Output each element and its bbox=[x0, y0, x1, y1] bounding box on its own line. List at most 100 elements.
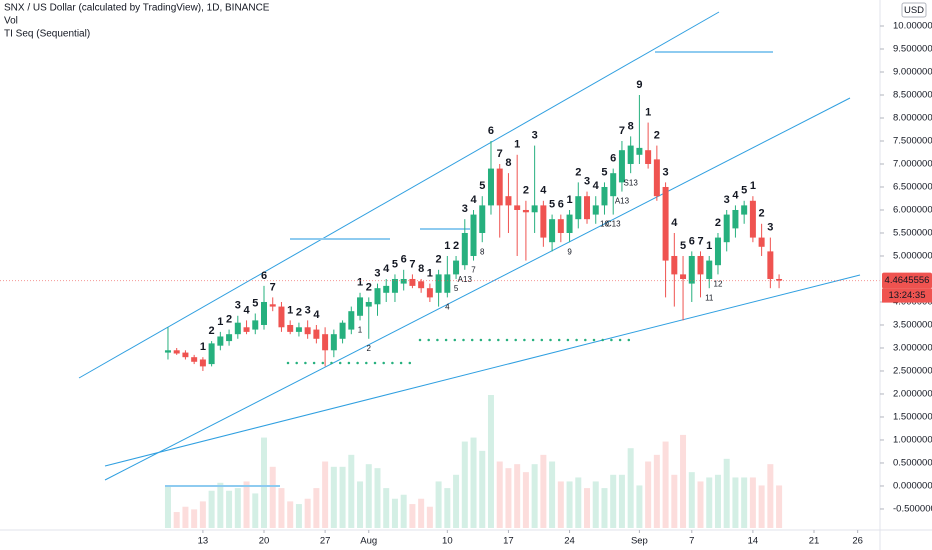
volume-bar bbox=[295, 504, 302, 528]
volume-bar bbox=[391, 498, 398, 528]
y-tick-label: 2.5000000 bbox=[893, 365, 932, 376]
td-up-count: 4 bbox=[243, 304, 250, 316]
volume-bar bbox=[383, 488, 390, 528]
y-tick-label: 3.5000000 bbox=[893, 319, 932, 330]
candle-body bbox=[199, 359, 206, 367]
volume-bar bbox=[723, 458, 730, 528]
td-countdown: 1 bbox=[358, 325, 363, 334]
y-tick-label: 0.5000000 bbox=[893, 457, 932, 468]
chart-title: SNX / US Dollar (calculated by TradingVi… bbox=[4, 3, 270, 14]
td-up-count: 7 bbox=[497, 148, 503, 160]
volume-bar bbox=[173, 512, 180, 528]
volume-bar bbox=[199, 501, 206, 528]
candle-body bbox=[357, 297, 364, 316]
x-tick-label: 7 bbox=[689, 536, 694, 547]
td-down-count: 1 bbox=[200, 341, 206, 353]
td-up-count: 1 bbox=[706, 240, 712, 252]
candle-body bbox=[479, 205, 486, 233]
volume-bar bbox=[164, 485, 171, 528]
volume-bar bbox=[470, 437, 477, 528]
td-up-count: 5 bbox=[601, 166, 607, 178]
candle-body bbox=[723, 214, 730, 243]
td-countdown: C13 bbox=[606, 220, 621, 229]
countdown-label: 13:24:35 bbox=[889, 290, 926, 301]
currency-box[interactable] bbox=[901, 2, 927, 18]
volume-bar bbox=[680, 434, 687, 528]
candle-body bbox=[531, 205, 538, 213]
td-up-count: 3 bbox=[724, 194, 730, 206]
candle-body bbox=[767, 251, 774, 279]
volume-bar bbox=[531, 464, 538, 528]
candle-body bbox=[461, 232, 468, 266]
td-down-count: 3 bbox=[663, 166, 669, 178]
td-down-count: 7 bbox=[697, 235, 703, 247]
candle-body bbox=[776, 278, 783, 281]
td-up-count: 2 bbox=[715, 217, 721, 229]
td-up-count: 1 bbox=[217, 316, 223, 328]
volume-bar bbox=[697, 481, 704, 528]
x-tick-label: 26 bbox=[852, 536, 863, 547]
y-tick-label: 8.5000000 bbox=[893, 90, 932, 101]
candle-body bbox=[426, 288, 433, 298]
td-up-count: 2 bbox=[366, 281, 372, 293]
candle-body bbox=[706, 260, 713, 279]
td-up-count: 5 bbox=[741, 185, 747, 197]
candle-body bbox=[269, 304, 276, 307]
candle-body bbox=[653, 159, 660, 197]
td-up-count: 5 bbox=[479, 180, 485, 192]
td-countdown: 2 bbox=[367, 344, 372, 353]
candle-body bbox=[383, 285, 390, 293]
candle-body bbox=[671, 255, 678, 275]
volume-bar bbox=[234, 488, 241, 528]
volume-bar bbox=[252, 493, 259, 528]
volume-bar bbox=[182, 506, 189, 528]
volume-bar bbox=[461, 441, 468, 528]
volume-bar bbox=[339, 466, 346, 528]
td-up-count: 3 bbox=[235, 300, 241, 312]
td-down-count: 6 bbox=[689, 235, 695, 247]
td-down-count: 5 bbox=[549, 198, 555, 210]
volume-bar bbox=[243, 481, 250, 528]
candle-body bbox=[496, 168, 503, 206]
candle-body bbox=[610, 173, 617, 197]
td-up-count: 8 bbox=[628, 120, 634, 132]
candle-body bbox=[208, 343, 215, 365]
td-down-count: 2 bbox=[209, 325, 215, 337]
volume-bar bbox=[566, 481, 573, 528]
x-tick-label: 17 bbox=[503, 536, 514, 547]
candle-body bbox=[339, 322, 346, 339]
x-tick-label: 20 bbox=[259, 536, 270, 547]
candle-body bbox=[549, 219, 556, 243]
td-down-count: 4 bbox=[540, 185, 547, 197]
x-tick-label: 10 bbox=[442, 536, 453, 547]
candle-body bbox=[164, 350, 171, 353]
candle-body bbox=[444, 274, 451, 293]
volume-bar bbox=[226, 490, 233, 528]
last-price-tag bbox=[882, 272, 932, 289]
candle-body bbox=[278, 306, 285, 328]
td-countdown: 9 bbox=[567, 247, 572, 256]
volume-bar bbox=[540, 454, 547, 528]
candle-body bbox=[749, 200, 756, 238]
candle-body bbox=[680, 274, 687, 279]
td-up-count: 2 bbox=[575, 166, 581, 178]
indicator-name: TI Seq (Sequential) bbox=[4, 29, 90, 40]
candle-body bbox=[697, 255, 704, 275]
td-down-count: 3 bbox=[532, 129, 538, 141]
td-countdown: S13 bbox=[624, 178, 639, 187]
volume-bar bbox=[348, 454, 355, 528]
td-up-count: 2 bbox=[453, 240, 459, 252]
candle-body bbox=[557, 219, 564, 233]
candle-body bbox=[322, 334, 329, 351]
volume-bar bbox=[505, 468, 512, 528]
candle-body bbox=[418, 281, 425, 289]
volume-bar bbox=[575, 477, 582, 528]
volume-bar bbox=[653, 454, 660, 528]
volume-bar bbox=[601, 488, 608, 528]
volume-bar bbox=[208, 490, 215, 528]
